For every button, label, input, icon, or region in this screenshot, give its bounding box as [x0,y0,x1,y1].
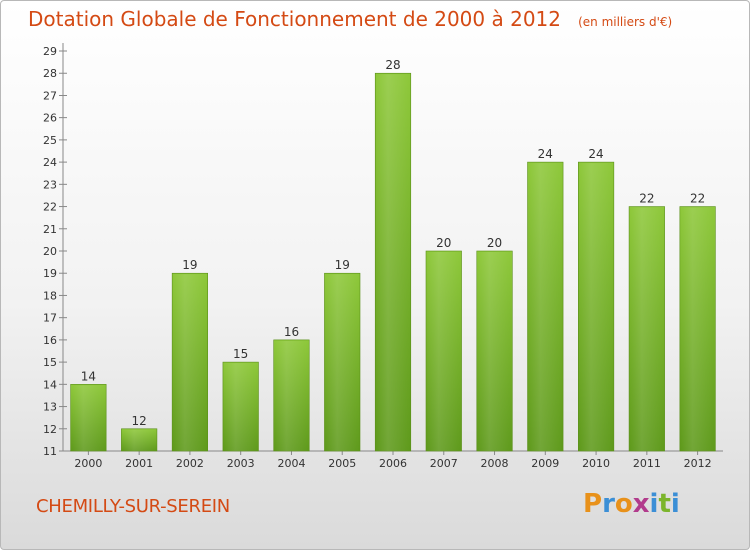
data-label: 16 [284,325,299,339]
y-tick-label: 19 [43,267,57,280]
x-tick-label: 2008 [481,457,509,470]
x-tick-label: 2012 [684,457,712,470]
bar-shine [173,274,207,451]
x-tick-label: 2002 [176,457,204,470]
y-tick-label: 13 [43,401,57,414]
chart-title: Dotation Globale de Fonctionnement de 20… [28,7,561,31]
bar-shine [71,385,106,451]
bar-shine [630,207,664,451]
bars-group [70,72,716,452]
bar-shine [680,207,715,451]
data-label: 28 [385,58,400,72]
data-label: 15 [233,347,248,361]
logo-letter: t [658,489,671,519]
data-label: 22 [639,192,654,206]
y-tick-label: 12 [43,423,57,436]
x-tick-label: 2000 [74,457,102,470]
x-tick-label: 2009 [531,457,559,470]
city-name: CHEMILLY-SUR-SEREIN [36,496,230,517]
bar-shine [376,74,410,451]
y-tick-label: 20 [43,245,57,258]
data-label: 12 [132,414,147,428]
logo-letter: r [602,489,615,519]
proxiti-logo: Proxiti [583,489,680,519]
x-tick-label: 2004 [277,457,305,470]
logo-letter: i [649,489,659,519]
x-tick-label: 2005 [328,457,356,470]
bar-shine [579,163,613,451]
y-tick-label: 14 [43,378,57,391]
y-tick-label: 18 [43,289,57,302]
x-tick-label: 2007 [430,457,458,470]
bar-shine [223,363,258,451]
logo-letter: P [583,489,603,519]
x-tick-label: 2006 [379,457,407,470]
y-tick-label: 22 [43,201,57,214]
data-label: 19 [182,258,197,272]
bar-shine [427,252,461,451]
logo-letter: x [632,489,650,519]
title-row: Dotation Globale de Fonctionnement de 20… [28,7,672,31]
y-tick-label: 29 [43,45,57,58]
logo-letter: i [670,489,680,519]
chart-unit: (en milliers d'€) [578,15,673,29]
data-labels-group: 14 12 19 15 16 19 28 20 20 24 24 22 22 [81,58,706,428]
y-tick-label: 21 [43,223,57,236]
y-tick-label: 16 [43,334,57,347]
x-tick-label: 2003 [227,457,255,470]
y-tick-label: 27 [43,89,57,102]
x-tick-label: 2001 [125,457,153,470]
data-label: 24 [588,147,603,161]
data-label: 14 [81,369,96,383]
data-label: 20 [436,236,451,250]
data-label: 22 [690,192,705,206]
data-label: 24 [538,147,553,161]
y-tick-label: 28 [43,67,57,80]
bar-shine [122,429,156,451]
x-tick-label: 2011 [633,457,661,470]
y-tick-label: 23 [43,178,57,191]
y-tick-label: 25 [43,134,57,147]
x-tick-label: 2010 [582,457,610,470]
y-tick-label: 11 [43,445,57,458]
data-label: 20 [487,236,502,250]
y-tick-label: 15 [43,356,57,369]
bar-shine [477,252,512,451]
logo-letter: o [614,489,633,519]
bar-shine [528,163,563,451]
bar-shine [325,274,359,451]
y-tick-label: 17 [43,312,57,325]
bar-shine [274,340,309,451]
data-label: 19 [335,258,350,272]
axes: 11 12 13 14 15 16 17 18 19 20 21 22 23 24 25 26 27 28 29 20… [43,43,723,470]
y-tick-label: 26 [43,112,57,125]
y-tick-label: 24 [43,156,57,169]
